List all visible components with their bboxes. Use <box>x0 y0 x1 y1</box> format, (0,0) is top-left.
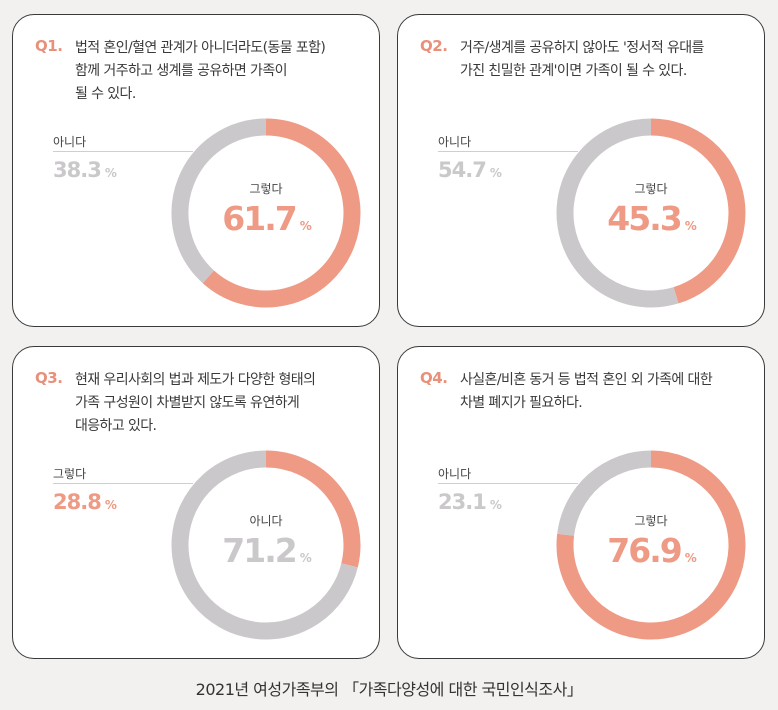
question-line: 사실혼/비혼 동거 등 법적 혼인 외 가족에 대한 <box>460 372 713 388</box>
major-answer-value: 76.9% <box>555 531 747 570</box>
percent-unit: % <box>104 498 117 512</box>
question-line: 거주/생계를 공유하지 않아도 '정서적 유대를 <box>460 40 704 56</box>
donut-center: 그렇다 45.3% <box>555 117 747 309</box>
donut-slice-disagree <box>171 450 358 640</box>
donut-center: 아니다 71.2% <box>170 449 362 641</box>
donut-chart <box>171 118 361 308</box>
donut-slice-disagree <box>557 450 652 537</box>
major-answer-label: 그렇다 <box>634 514 668 528</box>
donut-center: 그렇다 61.7% <box>170 117 362 309</box>
donut-slice-agree <box>202 118 361 308</box>
divider <box>438 483 578 484</box>
minor-answer-value: 28.8% <box>53 490 117 514</box>
minor-answer-label: 아니다 <box>438 135 472 149</box>
percent-unit: % <box>489 166 502 180</box>
percent-unit: % <box>684 219 697 233</box>
question-text: 현재 우리사회의 법과 제도가 다양한 형태의 가족 구성원이 차별받지 않도록… <box>75 369 371 438</box>
question-text: 거주/생계를 공유하지 않아도 '정서적 유대를 가진 친밀한 관계'이면 가족… <box>460 37 756 83</box>
minor-answer-label: 그렇다 <box>53 467 87 481</box>
major-answer-value: 45.3% <box>555 199 747 238</box>
question-number: Q3. <box>35 369 63 387</box>
divider <box>438 151 578 152</box>
major-value-number: 61.7 <box>222 199 297 238</box>
major-value-number: 45.3 <box>607 199 682 238</box>
question-line: 함께 거주하고 생계를 공유하면 가족이 <box>75 63 287 79</box>
donut-chart <box>556 450 746 640</box>
question-line: 가족 구성원이 차별받지 않도록 유연하게 <box>75 395 300 411</box>
percent-unit: % <box>104 166 117 180</box>
percent-unit: % <box>299 551 312 565</box>
question-number: Q4. <box>420 369 448 387</box>
question-number: Q2. <box>420 37 448 55</box>
source-caption: 2021년 여성가족부의 「가족다양성에 대한 국민인식조사」 <box>195 680 583 699</box>
donut-chart <box>171 450 361 640</box>
donut-chart <box>556 118 746 308</box>
major-value-number: 76.9 <box>607 531 682 570</box>
question-line: 차별 폐지가 필요하다. <box>460 395 583 411</box>
minor-answer-value: 38.3% <box>53 158 117 182</box>
question-line: 될 수 있다. <box>75 86 136 102</box>
question-number: Q1. <box>35 37 63 55</box>
donut-slice-agree <box>265 450 361 568</box>
major-answer-value: 61.7% <box>170 199 362 238</box>
divider <box>53 483 193 484</box>
survey-card-q4: Q4. 사실혼/비혼 동거 등 법적 혼인 외 가족에 대한 차별 폐지가 필요… <box>397 346 765 659</box>
minor-answer-value: 23.1% <box>438 490 502 514</box>
donut-center: 그렇다 76.9% <box>555 449 747 641</box>
donut-slice-agree <box>650 118 746 304</box>
percent-unit: % <box>684 551 697 565</box>
minor-value-number: 54.7 <box>438 158 487 182</box>
donut-slice-disagree <box>556 118 679 308</box>
survey-card-q1: Q1. 법적 혼인/혈연 관계가 아니더라도(동물 포함) 함께 거주하고 생계… <box>12 14 380 327</box>
question-line: 현재 우리사회의 법과 제도가 다양한 형태의 <box>75 372 316 388</box>
minor-value-number: 38.3 <box>53 158 102 182</box>
percent-unit: % <box>299 219 312 233</box>
minor-answer-label: 아니다 <box>438 467 472 481</box>
question-line: 법적 혼인/혈연 관계가 아니더라도(동물 포함) <box>75 40 326 56</box>
minor-value-number: 28.8 <box>53 490 102 514</box>
donut-slice-disagree <box>171 118 267 284</box>
survey-card-q2: Q2. 거주/생계를 공유하지 않아도 '정서적 유대를 가진 친밀한 관계'이… <box>397 14 765 327</box>
survey-card-q3: Q3. 현재 우리사회의 법과 제도가 다양한 형태의 가족 구성원이 차별받지… <box>12 346 380 659</box>
question-line: 가진 친밀한 관계'이면 가족이 될 수 있다. <box>460 63 687 79</box>
minor-value-number: 23.1 <box>438 490 487 514</box>
question-line: 대응하고 있다. <box>75 418 157 434</box>
major-answer-value: 71.2% <box>170 531 362 570</box>
major-answer-label: 그렇다 <box>249 182 283 196</box>
major-answer-label: 아니다 <box>249 514 283 528</box>
divider <box>53 151 193 152</box>
question-text: 사실혼/비혼 동거 등 법적 혼인 외 가족에 대한 차별 폐지가 필요하다. <box>460 369 756 415</box>
minor-answer-label: 아니다 <box>53 135 87 149</box>
major-value-number: 71.2 <box>222 531 297 570</box>
major-answer-label: 그렇다 <box>634 182 668 196</box>
minor-answer-value: 54.7% <box>438 158 502 182</box>
donut-slice-agree <box>556 450 746 640</box>
question-text: 법적 혼인/혈연 관계가 아니더라도(동물 포함) 함께 거주하고 생계를 공유… <box>75 37 371 106</box>
percent-unit: % <box>489 498 502 512</box>
